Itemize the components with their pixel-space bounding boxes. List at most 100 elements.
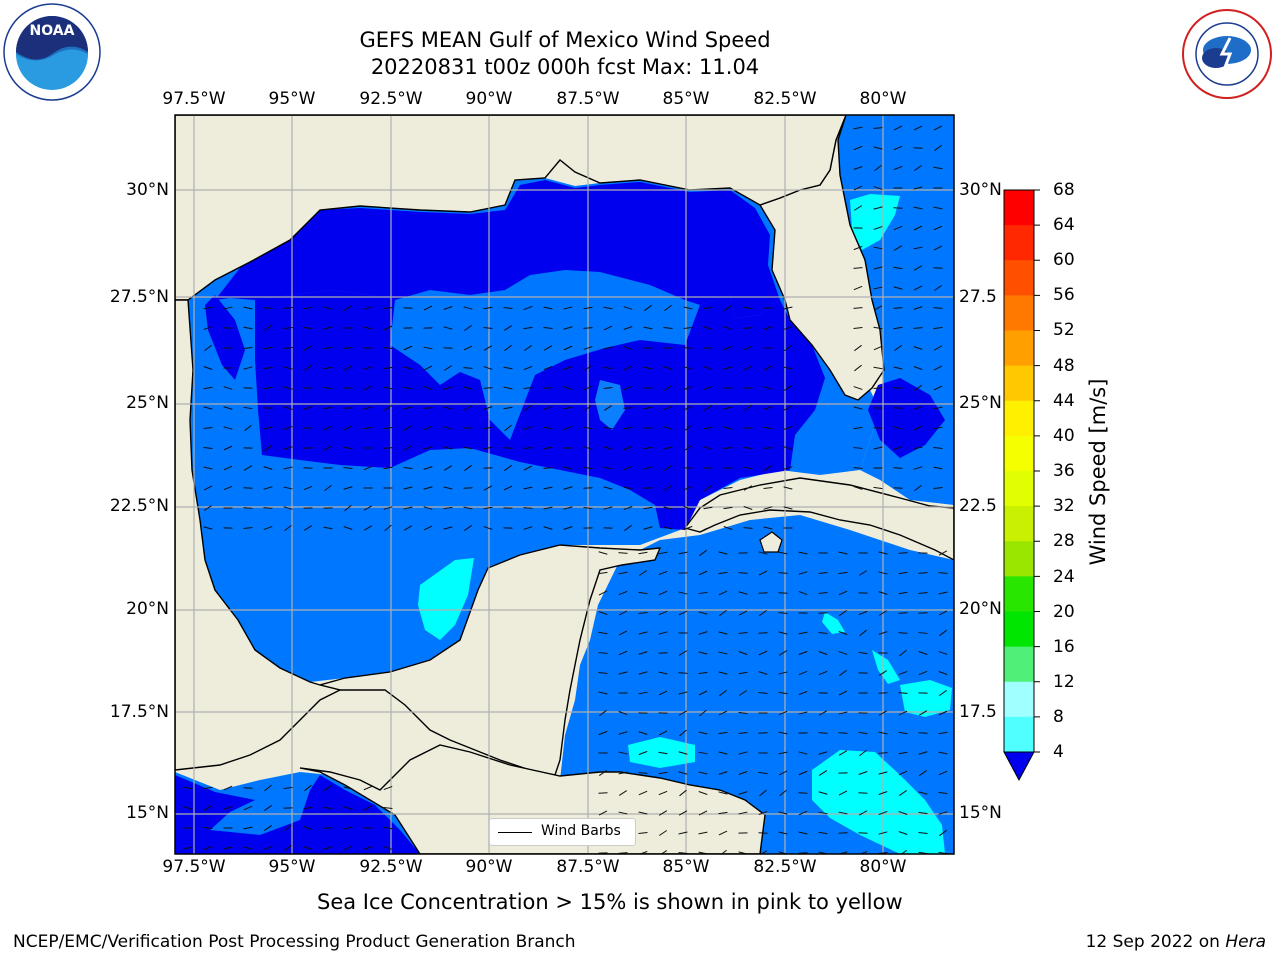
- wind-barb: [623, 346, 633, 350]
- colorbar-segment: [1004, 295, 1034, 331]
- wind-barb: [723, 426, 733, 430]
- wind-barb: [838, 711, 848, 715]
- wind-barb: [838, 750, 848, 756]
- wind-barb: [698, 690, 708, 696]
- wind-barb: [363, 785, 373, 791]
- wind-barb: [663, 426, 673, 430]
- wind-barb: [853, 205, 863, 211]
- wind-barb: [758, 592, 768, 594]
- wind-barb: [363, 366, 373, 370]
- wind-barb: [853, 285, 863, 291]
- wind-barb: [243, 507, 253, 509]
- wind-barb: [483, 327, 493, 329]
- wind-barb: [678, 771, 688, 775]
- wind-barb: [878, 771, 888, 775]
- wind-barb: [583, 466, 593, 470]
- colorbar-tick: 64: [1053, 215, 1075, 235]
- wind-barb: [703, 426, 713, 430]
- wind-barb: [704, 405, 712, 411]
- wind-barb: [384, 405, 392, 411]
- wind-barb: [203, 485, 213, 491]
- wind-barb: [878, 731, 888, 735]
- wind-barb: [503, 325, 513, 331]
- wind-barb: [853, 185, 863, 191]
- colorbar-segment: [1004, 435, 1034, 472]
- wind-barb: [933, 245, 943, 251]
- wind-barb: [464, 324, 472, 332]
- wind-barb: [939, 629, 947, 637]
- wind-barb: [638, 691, 648, 695]
- wind-barb: [283, 486, 293, 490]
- wind-barb: [343, 826, 353, 830]
- wind-barb: [363, 846, 373, 850]
- wind-barb: [858, 771, 868, 775]
- wind-barb: [913, 425, 923, 431]
- wind-barb: [778, 710, 788, 716]
- wind-barb: [658, 830, 668, 836]
- wind-barb: [853, 406, 863, 410]
- wind-barb: [563, 406, 573, 410]
- colorbar-tick: 28: [1053, 531, 1075, 551]
- cuba-land: [683, 477, 954, 561]
- wind-barb: [323, 526, 333, 530]
- colorbar-tick: 60: [1053, 250, 1075, 270]
- wind-barb: [623, 326, 633, 330]
- wind-barb: [684, 424, 692, 432]
- wind-barb: [243, 826, 253, 830]
- wind-barb: [938, 550, 948, 556]
- wind-barb: [563, 326, 573, 330]
- wind-barb: [658, 690, 668, 696]
- lon-tick: 85°W: [662, 89, 710, 109]
- wind-barb: [383, 426, 393, 430]
- wind-barb: [933, 225, 943, 231]
- wind-barb: [763, 506, 773, 510]
- wind-barb: [818, 651, 828, 655]
- chart-subtitle: 20220831 t00z 000h fcst Max: 11.04: [370, 55, 760, 79]
- wind-barb: [778, 831, 788, 835]
- wind-barb: [618, 671, 628, 675]
- wind-barb: [243, 387, 253, 389]
- wind-barb: [643, 526, 653, 530]
- wind-barb: [878, 831, 888, 835]
- wind-barb: [363, 306, 373, 310]
- wind-barb: [598, 590, 608, 596]
- wind-barb: [543, 306, 553, 310]
- wind-barb: [798, 651, 808, 655]
- wind-barb: [423, 425, 433, 431]
- wind-barb: [913, 466, 923, 470]
- wind-barb: [718, 710, 728, 716]
- wind-barb: [933, 447, 943, 449]
- wind-barb: [283, 446, 293, 450]
- wind-barb: [363, 827, 373, 829]
- wind-barb: [463, 506, 473, 510]
- wind-barb: [264, 805, 272, 811]
- wind-barb: [563, 486, 573, 490]
- wind-barb: [598, 672, 608, 674]
- wind-barb: [203, 846, 213, 850]
- wind-barb: [858, 731, 868, 735]
- wind-barb: [778, 751, 788, 755]
- wind-barb: [504, 424, 512, 432]
- wind-barb: [283, 786, 293, 790]
- wind-barb: [858, 792, 868, 794]
- wind-barb: [624, 524, 632, 532]
- wind-barb: [583, 346, 593, 350]
- colorbar-segment: [1004, 576, 1034, 612]
- wind-barb: [853, 326, 863, 330]
- wind-barb: [203, 386, 213, 390]
- wind-barb: [878, 710, 888, 716]
- wind-barb: [483, 366, 493, 370]
- wind-barb: [423, 365, 433, 371]
- wind-barb: [818, 831, 828, 835]
- wind-barb: [723, 486, 733, 490]
- wind-barb: [543, 405, 553, 411]
- wind-barb: [423, 305, 433, 311]
- wind-barb: [663, 326, 673, 330]
- wind-barb: [683, 326, 693, 330]
- footer-on: on: [1193, 932, 1226, 952]
- wind-barb: [483, 306, 493, 310]
- wind-barb: [618, 552, 628, 554]
- wind-barb: [738, 771, 748, 775]
- wind-barb: [323, 387, 333, 389]
